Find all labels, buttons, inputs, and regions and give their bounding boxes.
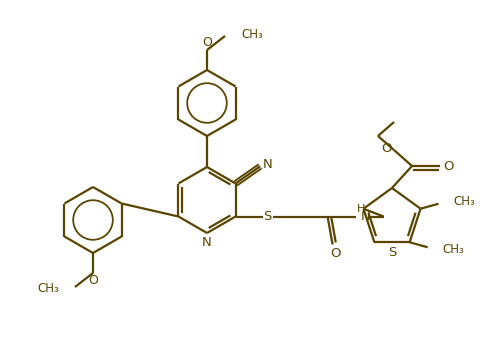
Text: O: O [443, 159, 453, 172]
Text: CH₃: CH₃ [453, 195, 475, 208]
Text: S: S [388, 246, 396, 259]
Text: CH₃: CH₃ [241, 28, 263, 41]
Text: N: N [360, 210, 370, 223]
Text: S: S [263, 210, 272, 223]
Text: O: O [88, 274, 98, 287]
Text: N: N [262, 158, 272, 171]
Text: H: H [356, 204, 365, 213]
Text: O: O [202, 36, 212, 49]
Text: CH₃: CH₃ [443, 243, 464, 256]
Text: O: O [330, 247, 341, 260]
Text: O: O [382, 142, 392, 155]
Text: CH₃: CH₃ [37, 282, 59, 295]
Text: N: N [202, 237, 212, 249]
